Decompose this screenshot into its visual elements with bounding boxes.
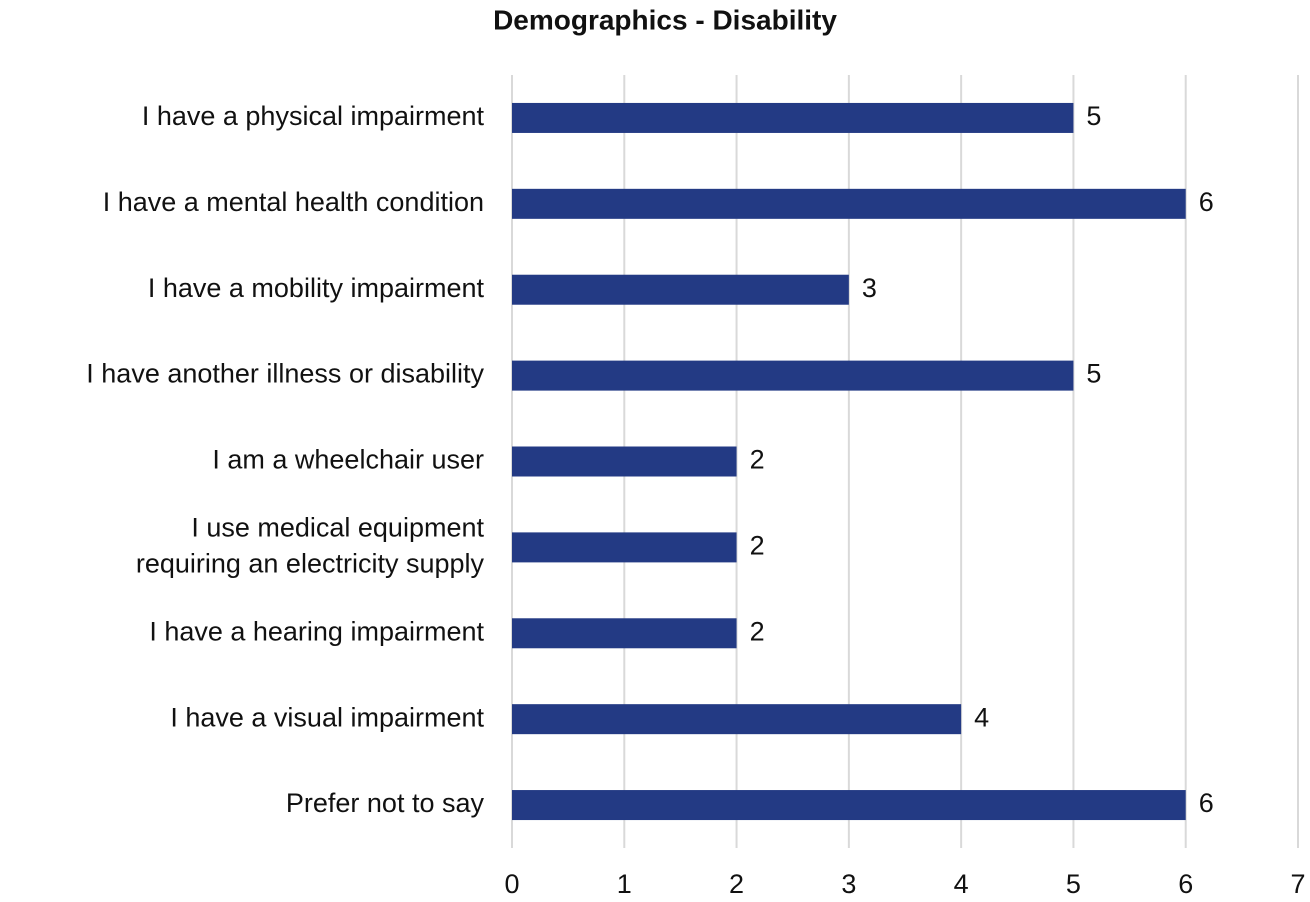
x-tick-label: 4 [954, 869, 969, 899]
y-tick-label: I have a hearing impairment [149, 616, 484, 646]
y-tick-label: I have a visual impairment [170, 702, 484, 732]
x-tick-label: 6 [1178, 869, 1193, 899]
y-tick-label: I have another illness or disability [86, 359, 484, 389]
value-label: 3 [862, 273, 877, 303]
bar [512, 188, 1186, 219]
bar [512, 274, 849, 305]
bar [512, 618, 737, 649]
value-label: 6 [1199, 788, 1214, 818]
bar [512, 704, 962, 735]
y-tick-label: I have a mobility impairment [148, 273, 485, 303]
chart-title: Demographics - Disability [493, 4, 837, 35]
y-tick-label: I use medical equipment requiring an elec… [136, 513, 485, 579]
x-tick-label: 1 [617, 869, 632, 899]
value-label: 5 [1086, 359, 1101, 389]
value-label: 2 [750, 531, 765, 561]
value-label: 5 [1086, 101, 1101, 131]
value-label: 4 [974, 702, 989, 732]
value-label: 6 [1199, 187, 1214, 217]
x-tick-label: 2 [729, 869, 744, 899]
y-tick-label: I have a mental health condition [103, 187, 484, 217]
x-tick-label: 0 [504, 869, 519, 899]
bar [512, 102, 1074, 133]
bar [512, 790, 1186, 821]
y-tick-label: I have a physical impairment [142, 101, 485, 131]
x-tick-label: 5 [1066, 869, 1081, 899]
bar [512, 360, 1074, 391]
y-tick-label: I am a wheelchair user [212, 445, 484, 475]
bar [512, 446, 737, 477]
x-tick-label: 7 [1290, 869, 1305, 899]
value-label: 2 [750, 616, 765, 646]
y-tick-label: Prefer not to say [286, 788, 485, 818]
x-tick-label: 3 [841, 869, 856, 899]
bar [512, 532, 737, 563]
value-label: 2 [750, 445, 765, 475]
